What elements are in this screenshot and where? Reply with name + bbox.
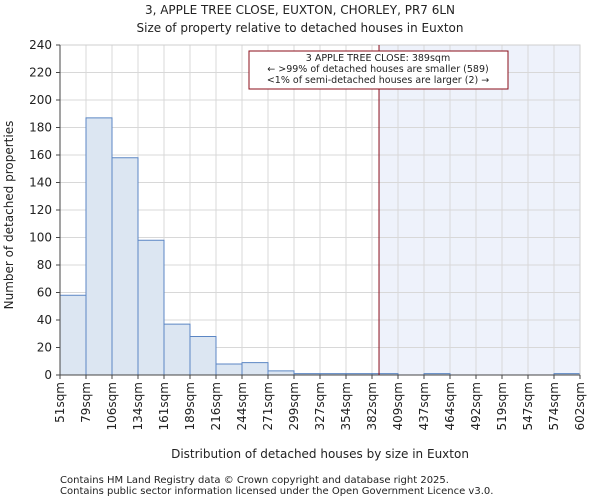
x-tick-label: 189sqm — [183, 382, 197, 430]
annotation-frame — [248, 50, 509, 90]
y-tick-label: 60 — [37, 286, 52, 300]
x-tick-label: 299sqm — [287, 382, 301, 430]
x-tick-label: 327sqm — [313, 382, 327, 430]
y-tick-label: 220 — [29, 66, 52, 80]
y-axis-label: Number of detached properties — [2, 121, 16, 310]
histogram-bar — [215, 363, 243, 376]
histogram-bar — [59, 294, 87, 376]
annotation-line-2: ← >99% of detached houses are smaller (5… — [267, 64, 488, 75]
x-tick-label: 602sqm — [573, 382, 587, 430]
footer-line-2: Contains public sector information licen… — [60, 486, 493, 497]
annotation-box: 3 APPLE TREE CLOSE: 389sqm ← >99% of det… — [248, 50, 509, 90]
y-tick-label: 160 — [29, 148, 52, 162]
x-tick-label: 547sqm — [521, 382, 535, 430]
x-tick-label: 354sqm — [339, 382, 353, 430]
x-tick-label: 79sqm — [79, 382, 93, 423]
y-tick-label: 0 — [44, 368, 52, 382]
y-tick-label: 100 — [29, 231, 52, 245]
x-tick-label: 409sqm — [391, 382, 405, 430]
annotation-line-1: 3 APPLE TREE CLOSE: 389sqm — [306, 53, 450, 64]
y-tick-label: 40 — [37, 313, 52, 327]
chart-subtitle: Size of property relative to detached ho… — [137, 21, 464, 35]
y-tick-label: 80 — [37, 258, 52, 272]
x-tick-label: 216sqm — [209, 382, 223, 430]
x-tick-label: 51sqm — [53, 382, 67, 423]
y-tick-label: 20 — [37, 341, 52, 355]
histogram-bar — [241, 362, 269, 376]
x-tick-label: 106sqm — [105, 382, 119, 430]
y-tick-label: 140 — [29, 176, 52, 190]
x-tick-label: 492sqm — [469, 382, 483, 430]
x-tick-label: 519sqm — [495, 382, 509, 430]
histogram-bar — [267, 370, 295, 376]
y-tick-label: 120 — [29, 203, 52, 217]
x-tick-label: 244sqm — [235, 382, 249, 430]
x-tick-label: 271sqm — [261, 382, 275, 430]
y-tick-label: 240 — [29, 38, 52, 52]
y-tick-label: 200 — [29, 93, 52, 107]
x-tick-label: 574sqm — [547, 382, 561, 430]
histogram-bar — [111, 157, 139, 376]
annotation-line-3: <1% of semi-detached houses are larger (… — [267, 75, 489, 86]
histogram-bar — [85, 117, 113, 376]
footer-line-1: Contains HM Land Registry data © Crown c… — [60, 475, 449, 486]
histogram-bar — [137, 239, 165, 376]
x-tick-label: 464sqm — [443, 382, 457, 430]
chart-title: 3, APPLE TREE CLOSE, EUXTON, CHORLEY, PR… — [145, 3, 455, 17]
x-tick-label: 134sqm — [131, 382, 145, 430]
x-tick-label: 382sqm — [365, 382, 379, 430]
histogram-bar — [163, 323, 191, 376]
x-tick-label: 437sqm — [417, 382, 431, 430]
x-tick-label: 161sqm — [157, 382, 171, 430]
histogram-bar — [189, 336, 217, 376]
y-tick-label: 180 — [29, 121, 52, 135]
x-axis-label: Distribution of detached houses by size … — [171, 447, 469, 461]
